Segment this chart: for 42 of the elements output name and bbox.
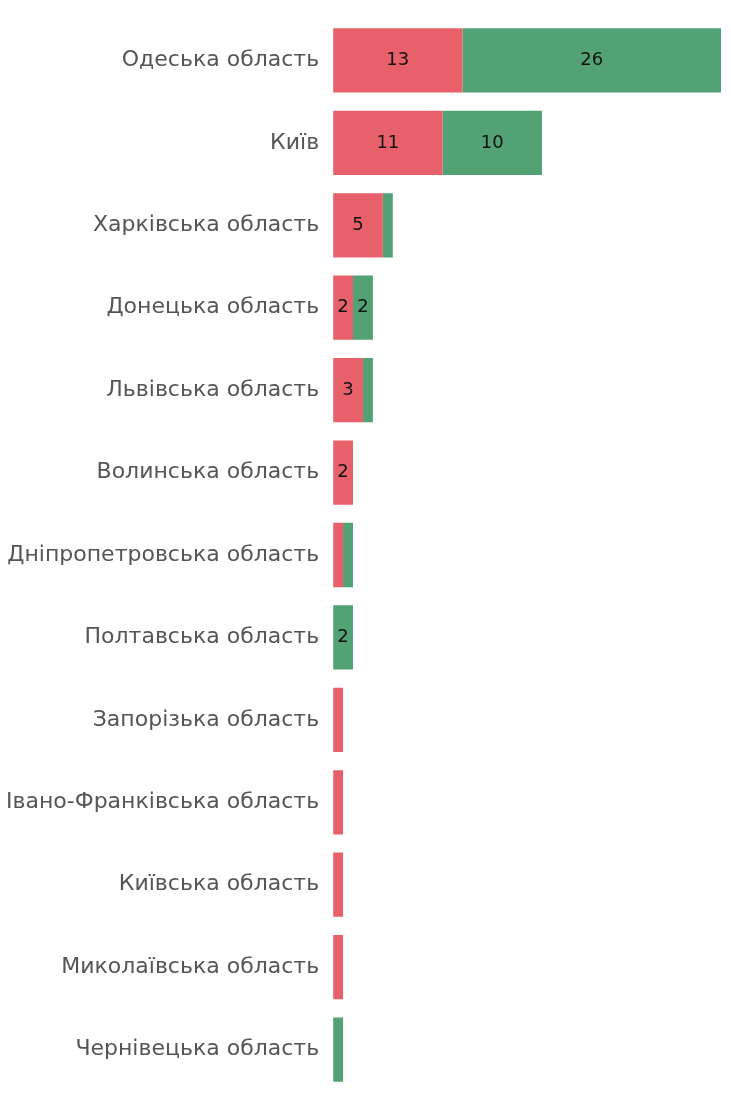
bar <box>362 357 373 423</box>
bar <box>333 522 344 588</box>
y-tick-label: Одеська область <box>121 46 320 72</box>
y-tick-label: Дніпропетровська область <box>7 540 320 566</box>
data-label: 2 <box>337 625 349 647</box>
y-tick-label: Харківська область <box>92 211 320 236</box>
bar <box>333 110 443 175</box>
y-tick-label: Чернівецька область <box>75 1035 320 1061</box>
bar <box>333 275 354 340</box>
bar <box>333 440 354 505</box>
bar <box>382 193 393 258</box>
data-label: 2 <box>337 295 349 317</box>
y-tick-label: Миколаївська область <box>61 952 320 978</box>
bar <box>333 28 463 93</box>
y-tick-label: Львівська область <box>106 375 320 401</box>
data-label: 10 <box>480 130 504 152</box>
bar <box>333 770 344 835</box>
data-label: 3 <box>342 377 354 399</box>
y-tick-label: Полтавська область <box>84 623 320 649</box>
y-tick-label: Київська область <box>118 870 320 896</box>
data-label: 5 <box>352 212 364 234</box>
y-tick-label: Донецька область <box>106 293 320 319</box>
bar <box>333 687 344 753</box>
bar <box>333 193 383 258</box>
data-label: 26 <box>580 48 604 70</box>
data-label: 13 <box>386 48 410 70</box>
bar <box>462 28 722 93</box>
bar <box>333 935 344 1000</box>
bar <box>333 852 344 917</box>
bar <box>442 110 543 175</box>
data-label: 11 <box>376 130 400 152</box>
data-label: 2 <box>337 460 349 482</box>
bar <box>333 1017 344 1082</box>
data-label: 2 <box>357 295 369 317</box>
y-tick-label: Запорізька область <box>92 705 320 731</box>
bar <box>333 605 354 670</box>
bar <box>343 522 354 588</box>
y-tick-label: Волинська область <box>96 458 320 484</box>
y-tick-label: Київ <box>270 128 320 154</box>
y-tick-label: Івано-Франківська область <box>6 788 320 814</box>
bar <box>333 357 363 423</box>
bar <box>353 275 373 340</box>
